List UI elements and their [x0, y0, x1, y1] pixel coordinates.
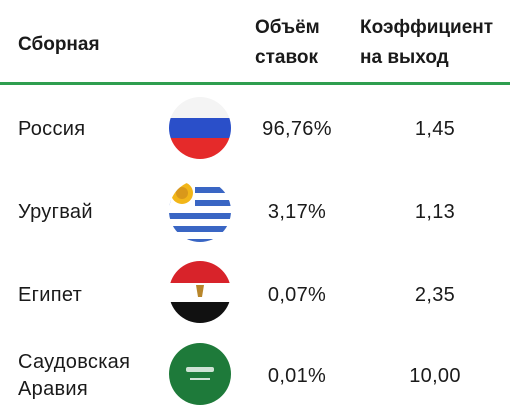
flag-saudi-arabia [169, 343, 231, 405]
header-share: Объём [255, 17, 320, 38]
bet-share: 96,76% [262, 118, 332, 140]
header-share: ставок [255, 47, 318, 68]
header-rule [0, 82, 510, 85]
bet-share: 0,07% [267, 284, 327, 306]
flag-russia [169, 97, 231, 159]
coefficient: 2,35 [414, 284, 456, 306]
team-name: Аравия [18, 378, 89, 400]
header-coefficient: Коэффициент [360, 17, 494, 38]
header-coefficient: на выход [360, 47, 449, 68]
flag-uruguay [169, 180, 231, 242]
team-name: Уругвай [18, 201, 93, 223]
coefficient: 1,13 [414, 201, 456, 223]
team-name: Саудовская [18, 351, 131, 373]
team-name: Россия [18, 118, 86, 140]
flag-egypt [169, 261, 231, 323]
team-name: Египет [18, 284, 83, 306]
bet-share: 3,17% [267, 201, 327, 223]
header-team: Сборная [18, 34, 100, 55]
bet-share: 0,01% [267, 365, 327, 387]
coefficient: 1,45 [414, 118, 456, 140]
coefficient: 10,00 [409, 365, 461, 387]
